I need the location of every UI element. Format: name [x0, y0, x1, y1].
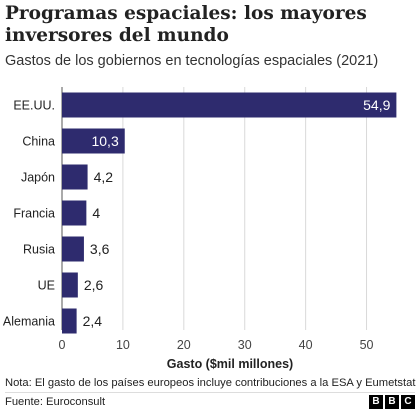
category-label: EE.UU. [13, 99, 55, 113]
x-axis-label: Gasto ($mil millones) [167, 357, 293, 371]
bbc-logo: B B C [369, 395, 415, 409]
footer-divider [5, 392, 415, 393]
bar [62, 308, 77, 334]
value-label: 54,9 [363, 97, 390, 113]
value-label: 2,4 [83, 313, 103, 329]
bar [62, 164, 88, 190]
value-label: 2,6 [84, 277, 104, 293]
value-label: 3,6 [90, 241, 110, 257]
value-label: 10,3 [91, 133, 118, 149]
category-label: Japón [21, 171, 55, 185]
bar [62, 128, 125, 154]
value-label: 4 [92, 205, 100, 221]
gridlines [61, 87, 368, 330]
category-label: UE [38, 279, 55, 293]
value-labels: 54,9 10,3 4,2 4 3,6 2,6 2,4 [83, 97, 391, 329]
x-tick-label: 0 [59, 338, 66, 352]
x-tick-label: 10 [116, 338, 130, 352]
logo-letter: C [401, 395, 415, 409]
bar-chart: EE.UU. China Japón Francia Rusia UE Alemania 5… [3, 87, 397, 371]
logo-letter: B [369, 395, 383, 409]
category-label: Rusia [23, 243, 55, 257]
value-label: 4,2 [94, 169, 114, 185]
bar [62, 92, 397, 118]
source-line: Fuente: Euroconsult [5, 396, 106, 408]
x-tick-labels: 0 10 20 30 40 50 [59, 338, 374, 352]
bar [62, 272, 78, 298]
category-label: Francia [13, 207, 55, 221]
footnote: Nota: El gasto de los países europeos in… [5, 377, 416, 389]
x-tick-label: 40 [299, 338, 313, 352]
category-label: Alemania [3, 315, 55, 329]
logo-letter: B [385, 395, 399, 409]
category-labels: EE.UU. China Japón Francia Rusia UE Alemania [3, 99, 55, 329]
chart-title: Programas espaciales: los mayores invers… [5, 3, 367, 46]
chart-subtitle: Gastos de los gobiernos en tecnologías e… [5, 53, 379, 69]
bars [62, 92, 397, 334]
x-tick-label: 50 [360, 338, 374, 352]
category-label: China [22, 135, 55, 149]
x-tick-label: 30 [238, 338, 252, 352]
x-tick-label: 20 [177, 338, 191, 352]
bar [62, 236, 84, 262]
bar [62, 200, 87, 226]
